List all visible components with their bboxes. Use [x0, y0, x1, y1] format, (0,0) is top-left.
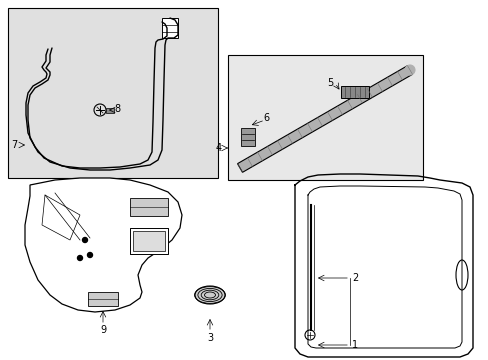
Polygon shape	[162, 18, 178, 38]
Text: 2: 2	[351, 273, 358, 283]
Bar	[227, 55, 422, 180]
Ellipse shape	[198, 288, 222, 302]
Text: 1: 1	[351, 340, 357, 350]
Polygon shape	[25, 178, 182, 312]
Circle shape	[404, 65, 414, 75]
Text: 8: 8	[114, 104, 120, 114]
Text: 7: 7	[11, 140, 17, 150]
Text: 9: 9	[100, 325, 106, 335]
Bar	[8, 8, 218, 178]
Bar	[340, 86, 368, 98]
Text: 4: 4	[215, 143, 222, 153]
Ellipse shape	[194, 287, 225, 303]
Bar	[133, 231, 164, 251]
Bar	[106, 108, 114, 113]
Text: 5: 5	[326, 78, 332, 88]
Bar	[88, 292, 118, 306]
Polygon shape	[42, 195, 80, 240]
Bar	[241, 128, 254, 146]
Ellipse shape	[201, 290, 218, 300]
Circle shape	[82, 238, 87, 243]
Bar	[130, 198, 168, 216]
Ellipse shape	[455, 260, 467, 290]
Circle shape	[87, 252, 92, 257]
Text: 3: 3	[206, 333, 213, 343]
Bar	[130, 228, 168, 254]
Ellipse shape	[204, 292, 215, 298]
Circle shape	[77, 256, 82, 261]
Text: 6: 6	[263, 113, 268, 123]
Polygon shape	[237, 66, 412, 172]
